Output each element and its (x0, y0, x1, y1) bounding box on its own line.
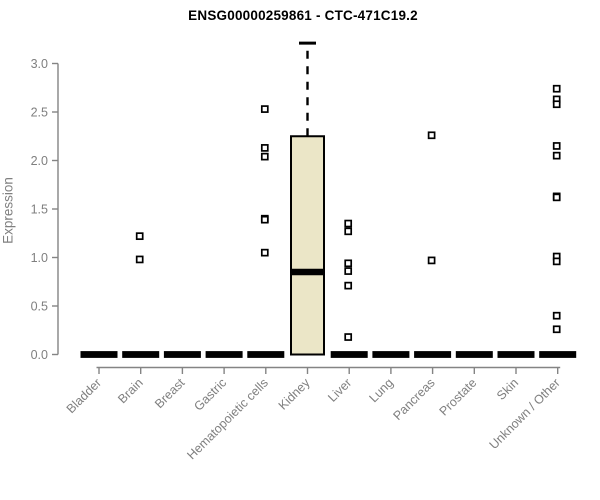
outlier-point (344, 333, 353, 341)
y-tick-label: 2.0 (31, 154, 48, 168)
outlier-point (552, 142, 561, 150)
collapsed-box-zero (205, 351, 243, 358)
x-tick-label: Skin (494, 376, 521, 403)
outlier-point (260, 215, 269, 224)
outlier-point (344, 267, 353, 275)
x-tick-label: Breast (152, 375, 188, 411)
outlier-point (344, 259, 353, 268)
x-tick-label: Lung (366, 376, 396, 406)
outlier-point (552, 193, 561, 202)
collapsed-box-zero (80, 351, 118, 358)
collapsed-box-zero (539, 351, 577, 358)
x-tick-label: Gastric (191, 376, 229, 414)
y-tick-label: 1.0 (31, 251, 48, 265)
x-tick-label: Prostate (437, 376, 480, 419)
y-tick-label: 2.5 (31, 106, 48, 120)
y-tick-label: 0.5 (31, 300, 48, 314)
outlier-point (135, 232, 144, 241)
collapsed-box-zero (122, 351, 160, 358)
outlier-point (552, 100, 561, 109)
collapsed-box-zero (497, 351, 535, 358)
collapsed-box-zero (455, 351, 493, 358)
x-tick-label: Kidney (276, 375, 313, 412)
outlier-point (260, 144, 269, 152)
x-tick-label: Bladder (64, 376, 104, 416)
outlier-point (552, 84, 561, 93)
x-tick-label: Hematopoietic cells (184, 376, 271, 463)
collapsed-box-zero (163, 351, 201, 358)
x-tick-label: Pancreas (390, 376, 437, 423)
x-tick-label: Brain (115, 376, 146, 407)
chart-title: ENSG00000259861 - CTC-471C19.2 (188, 8, 418, 23)
outlier-point (427, 131, 436, 140)
outlier-point (260, 248, 269, 257)
box (290, 135, 325, 356)
collapsed-box-zero (247, 351, 285, 358)
outlier-point (552, 311, 561, 320)
outlier-point (344, 227, 353, 236)
outlier-point (344, 281, 353, 290)
y-tick-label: 0.0 (31, 348, 48, 362)
outlier-point (552, 325, 561, 334)
outlier-point (344, 219, 353, 228)
y-tick-label: 1.5 (31, 203, 48, 217)
collapsed-box-zero (414, 351, 452, 358)
y-tick-label: 3.0 (31, 57, 48, 71)
outlier-point (135, 255, 144, 264)
outlier-point (552, 151, 561, 160)
x-tick-label: Liver (325, 376, 354, 405)
outlier-point (260, 105, 269, 113)
x-tick-label: Unknown / Other (487, 376, 563, 452)
outlier-point (427, 256, 436, 265)
outlier-point (260, 152, 269, 161)
outlier-point (552, 257, 561, 266)
collapsed-box-zero (330, 351, 368, 358)
collapsed-box-zero (372, 351, 410, 358)
